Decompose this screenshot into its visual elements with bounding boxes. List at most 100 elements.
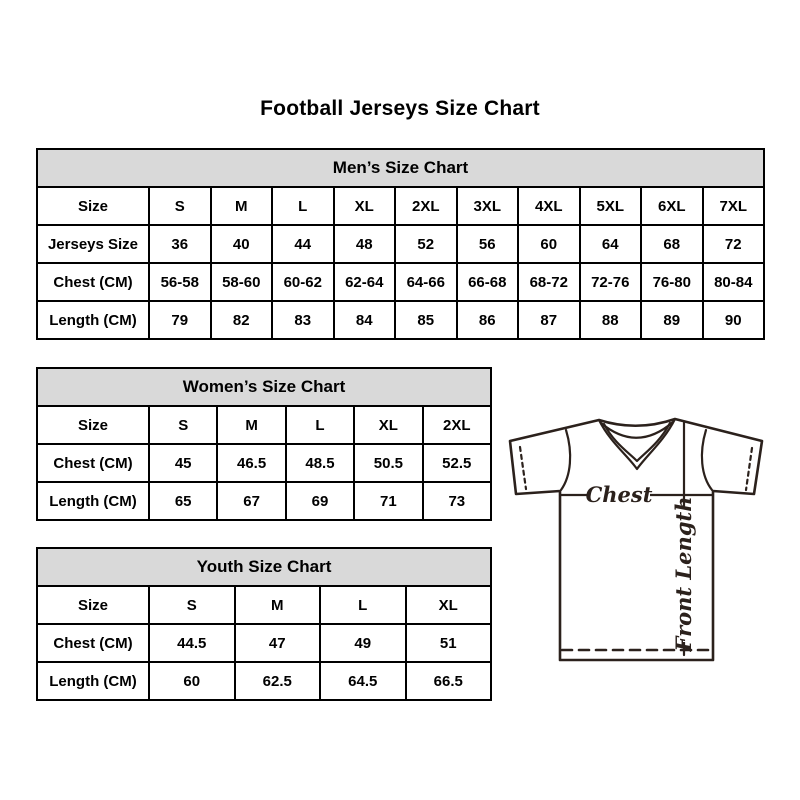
jersey-collar-back-arc — [599, 420, 675, 439]
youth-cell: 60 — [148, 661, 236, 701]
mens-cell: 72-76 — [578, 262, 642, 302]
womens-cell: 48.5 — [284, 443, 356, 483]
chest-label: Chest — [586, 482, 653, 507]
mens-cell: M — [209, 186, 273, 226]
mens-cell: 4XL — [517, 186, 581, 226]
womens-cell: 46.5 — [216, 443, 287, 483]
mens-cell: 2XL — [394, 186, 458, 226]
mens-cell: 58-60 — [209, 262, 273, 302]
jersey-collar-outer-v — [597, 417, 677, 471]
jersey-right-armhole-seam — [700, 428, 714, 492]
womens-row-2: Length (CM) 65 67 69 71 73 — [36, 481, 493, 521]
mens-cell: 60 — [517, 224, 581, 264]
youth-table-title: Youth Size Chart — [36, 547, 492, 587]
womens-cell: 50.5 — [353, 443, 424, 483]
youth-cell: 64.5 — [319, 661, 407, 701]
womens-cell: 52.5 — [421, 443, 493, 483]
jersey-left-cuff-stitch — [518, 445, 528, 491]
mens-row-label: Chest (CM) — [36, 262, 150, 302]
womens-cell: S — [147, 405, 219, 445]
mens-cell: 7XL — [701, 186, 765, 226]
mens-cell: 80-84 — [701, 262, 765, 302]
mens-row-label: Jerseys Size — [36, 224, 150, 264]
jersey-collar-inner-v — [602, 421, 672, 463]
womens-cell: 73 — [421, 481, 493, 521]
youth-cell: 66.5 — [404, 661, 492, 701]
youth-cell: 62.5 — [233, 661, 321, 701]
womens-row-0: Size S M L XL 2XL — [36, 405, 493, 445]
womens-table: Women’s Size Chart Size S M L XL 2XL Chest (CM)… — [36, 367, 493, 521]
mens-cell: 5XL — [578, 186, 642, 226]
mens-cell: 88 — [578, 300, 642, 340]
womens-cell: 45 — [147, 443, 219, 483]
womens-cell: XL — [353, 405, 424, 445]
mens-row-label: Length (CM) — [36, 300, 150, 340]
mens-row-0: Size S M L XL 2XL 3XL 4XL 5XL 6XL 7XL — [36, 186, 765, 226]
mens-cell: 44 — [271, 224, 335, 264]
womens-cell: M — [216, 405, 287, 445]
mens-row-1: Jerseys Size 36 40 44 48 52 56 60 64 68 72 — [36, 224, 765, 264]
chest-label-mask — [588, 482, 650, 506]
mens-cell: 64-66 — [394, 262, 458, 302]
mens-cell: 40 — [209, 224, 273, 264]
jersey-outline — [508, 417, 764, 662]
youth-row-label: Size — [36, 585, 150, 625]
mens-cell: 90 — [701, 300, 765, 340]
mens-cell: 36 — [148, 224, 212, 264]
youth-cell: 47 — [233, 623, 321, 663]
womens-cell: 2XL — [421, 405, 493, 445]
youth-row-0: Size S M L XL — [36, 585, 492, 625]
youth-row-1: Chest (CM) 44.5 47 49 51 — [36, 623, 492, 663]
mens-cell: 68-72 — [517, 262, 581, 302]
mens-table: Men’s Size Chart Size S M L XL 2XL 3XL 4XL 5XL 6XL… — [36, 148, 765, 340]
mens-cell: L — [271, 186, 335, 226]
mens-cell: 68 — [640, 224, 704, 264]
mens-cell: 60-62 — [271, 262, 335, 302]
mens-cell: 84 — [332, 300, 396, 340]
front-length-label: Front Length — [671, 497, 696, 653]
womens-table-title: Women’s Size Chart — [36, 367, 492, 407]
mens-cell: S — [148, 186, 212, 226]
womens-cell: 69 — [284, 481, 356, 521]
mens-cell: 89 — [640, 300, 704, 340]
youth-table: Youth Size Chart Size S M L XL Chest (CM) 44.5 4… — [36, 547, 492, 701]
mens-cell: 86 — [455, 300, 519, 340]
mens-cell: 56 — [455, 224, 519, 264]
youth-cell: 44.5 — [148, 623, 236, 663]
mens-cell: 85 — [394, 300, 458, 340]
mens-cell: 62-64 — [332, 262, 396, 302]
mens-cell: 3XL — [455, 186, 519, 226]
jersey-measurement-diagram: Chest Front Length — [508, 417, 764, 662]
mens-cell: 52 — [394, 224, 458, 264]
youth-cell: L — [319, 585, 407, 625]
youth-cell: 51 — [404, 623, 492, 663]
mens-cell: 87 — [517, 300, 581, 340]
youth-row-label: Length (CM) — [36, 661, 150, 701]
youth-size-chart-table: Youth Size Chart Size S M L XL Chest (CM) 44.5 4… — [36, 547, 492, 701]
womens-row-label: Length (CM) — [36, 481, 150, 521]
mens-table-title: Men’s Size Chart — [36, 148, 765, 188]
youth-cell: M — [233, 585, 321, 625]
womens-size-chart-table: Women’s Size Chart Size S M L XL 2XL Chest (CM)… — [36, 367, 493, 521]
mens-row-label: Size — [36, 186, 150, 226]
mens-cell: 79 — [148, 300, 212, 340]
mens-cell: 76-80 — [640, 262, 704, 302]
womens-row-label: Size — [36, 405, 150, 445]
womens-row-label: Chest (CM) — [36, 443, 150, 483]
front-length-label-mask — [673, 508, 695, 642]
youth-cell: 49 — [319, 623, 407, 663]
mens-row-2: Chest (CM) 56-58 58-60 60-62 62-64 64-66 66-68… — [36, 262, 765, 302]
youth-row-label: Chest (CM) — [36, 623, 150, 663]
youth-cell: S — [148, 585, 236, 625]
mens-cell: 82 — [209, 300, 273, 340]
womens-row-1: Chest (CM) 45 46.5 48.5 50.5 52.5 — [36, 443, 493, 483]
mens-cell: 64 — [578, 224, 642, 264]
youth-cell: XL — [404, 585, 492, 625]
jersey-left-armhole-seam — [559, 428, 572, 492]
mens-cell: 66-68 — [455, 262, 519, 302]
mens-cell: 72 — [701, 224, 765, 264]
womens-cell: 65 — [147, 481, 219, 521]
womens-cell: 67 — [216, 481, 287, 521]
page-title: Football Jerseys Size Chart — [260, 97, 540, 120]
mens-row-3: Length (CM) 79 82 83 84 85 86 87 88 89 90 — [36, 300, 765, 340]
